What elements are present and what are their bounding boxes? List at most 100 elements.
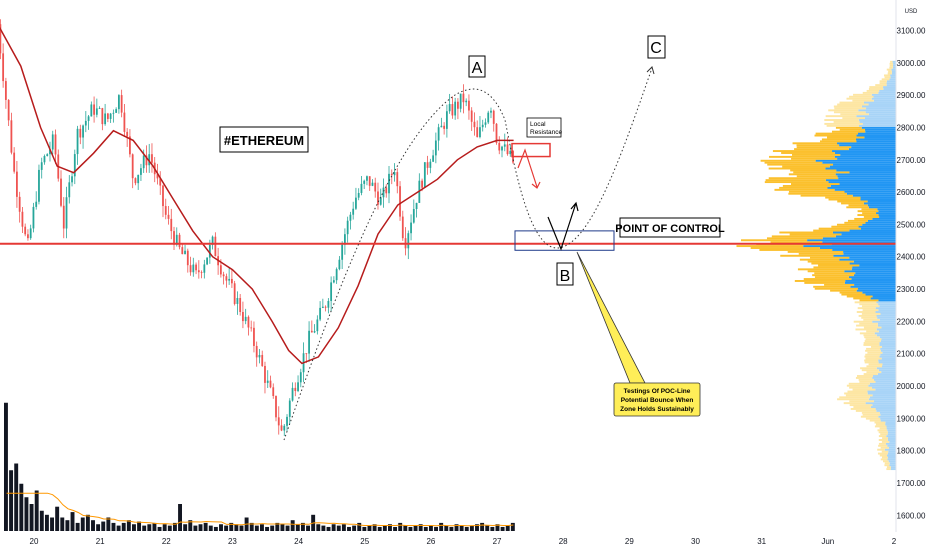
- volume-profile-buy: [853, 260, 896, 263]
- candle-body: [503, 144, 506, 147]
- volume-bar: [203, 522, 208, 531]
- candle-body: [412, 209, 415, 223]
- volume-profile-buy: [869, 382, 896, 385]
- volume-profile-sell: [839, 128, 865, 131]
- volume-profile-buy: [875, 380, 896, 383]
- candle-body: [239, 298, 242, 313]
- volume-profile-sell: [837, 200, 868, 203]
- candle-body: [457, 101, 459, 109]
- candle-body: [112, 112, 115, 114]
- candle-body: [27, 234, 29, 239]
- time-tick-label: 2: [892, 537, 897, 546]
- volume-bar: [270, 525, 275, 531]
- volume-bar: [285, 525, 290, 531]
- volume-bars: [4, 402, 515, 531]
- candle-body: [366, 176, 368, 181]
- volume-bar: [382, 525, 387, 531]
- volume-profile-buy: [856, 140, 896, 143]
- candle-body: [167, 214, 170, 219]
- volume-profile-buy: [846, 192, 896, 195]
- volume-profile-buy: [867, 200, 896, 203]
- volume-profile-sell: [877, 452, 888, 455]
- volume-profile-sell: [869, 419, 881, 422]
- volume-profile-sell: [880, 446, 889, 449]
- volume-bar: [126, 520, 131, 531]
- volume-profile-sell: [807, 260, 854, 263]
- volume-profile-sell: [847, 390, 868, 393]
- price-tick-label: 2500.00: [897, 220, 926, 229]
- volume-profile-sell: [856, 324, 878, 327]
- volume-bar: [178, 504, 182, 531]
- volume-profile-buy: [848, 276, 896, 279]
- candle-body: [87, 116, 90, 121]
- volume-profile-buy: [856, 134, 896, 137]
- volume-profile-buy: [880, 349, 896, 352]
- time-tick-label: 31: [757, 537, 766, 546]
- volume-profile-buy: [867, 392, 896, 395]
- volume-profile-sell: [824, 119, 859, 121]
- volume-profile-sell: [889, 66, 893, 69]
- candle-body: [255, 345, 258, 358]
- price-tick-label: 3000.00: [897, 59, 926, 68]
- volume-bar: [280, 524, 285, 531]
- candle-body: [445, 111, 448, 129]
- volume-profile-buy: [878, 330, 896, 333]
- wave-a-label: A: [472, 60, 483, 77]
- wave-c-box: [647, 35, 666, 59]
- volume-profile-sell: [849, 400, 874, 403]
- volume-profile-buy: [879, 336, 896, 339]
- candle-body: [327, 300, 330, 308]
- candle-body: [230, 278, 233, 284]
- volume-profile-buy: [819, 247, 896, 249]
- volume-profile-buy: [851, 146, 896, 149]
- candle-body: [272, 387, 275, 396]
- price-tick-label: 3100.00: [897, 27, 926, 36]
- price-axis: 1600.00 1700.00 1800.00 1900.00 2000.00 2100.…: [897, 27, 926, 521]
- volume-profile-sell: [866, 347, 881, 350]
- volume-profile-buy: [872, 376, 896, 379]
- volume-profile-sell: [879, 80, 887, 83]
- volume-profile-buy: [877, 316, 896, 319]
- volume-profile-sell: [831, 130, 866, 133]
- candle-body: [421, 180, 423, 188]
- volume-profile-buy: [890, 466, 896, 469]
- volume-profile-sell: [814, 276, 849, 279]
- volume-bar: [306, 525, 310, 531]
- volume-profile-buy: [871, 97, 896, 100]
- volume-profile-buy: [849, 171, 896, 174]
- candle-body: [338, 259, 341, 270]
- volume-profile-buy: [891, 70, 896, 73]
- time-tick-label: 22: [162, 537, 171, 546]
- volume-profile-buy: [879, 216, 896, 218]
- volume-profile-buy: [887, 458, 896, 461]
- volume-profile-sell: [877, 448, 885, 451]
- volume-profile-sell: [864, 336, 880, 339]
- volume-profile-buy: [889, 462, 896, 465]
- candle-body: [360, 183, 363, 193]
- volume-profile-buy: [890, 468, 896, 471]
- volume-profile-sell: [736, 245, 804, 248]
- volume-bar: [403, 525, 408, 531]
- candle-body: [509, 150, 512, 155]
- volume-profile-sell: [740, 239, 808, 242]
- volume-profile-buy: [879, 342, 896, 345]
- volume-profile-sell: [846, 97, 872, 100]
- volume-profile-buy: [879, 411, 896, 414]
- candle-body: [140, 168, 142, 175]
- volume-profile-sell: [847, 219, 868, 222]
- candle-body: [319, 307, 321, 320]
- volume-profile-buy: [844, 270, 896, 273]
- volume-profile-buy: [832, 150, 896, 153]
- candle-body: [371, 182, 374, 186]
- volume-profile-sell: [844, 221, 866, 224]
- candle-body: [156, 174, 159, 179]
- candle-body: [16, 171, 18, 197]
- volume-profile-buy: [853, 274, 896, 277]
- volume-profile-buy: [882, 363, 896, 366]
- candle-body: [43, 155, 46, 163]
- volume-bar: [444, 525, 449, 531]
- volume-profile-buy: [879, 89, 896, 92]
- volume-profile-sell: [849, 404, 873, 407]
- volume-profile-sell: [797, 268, 852, 271]
